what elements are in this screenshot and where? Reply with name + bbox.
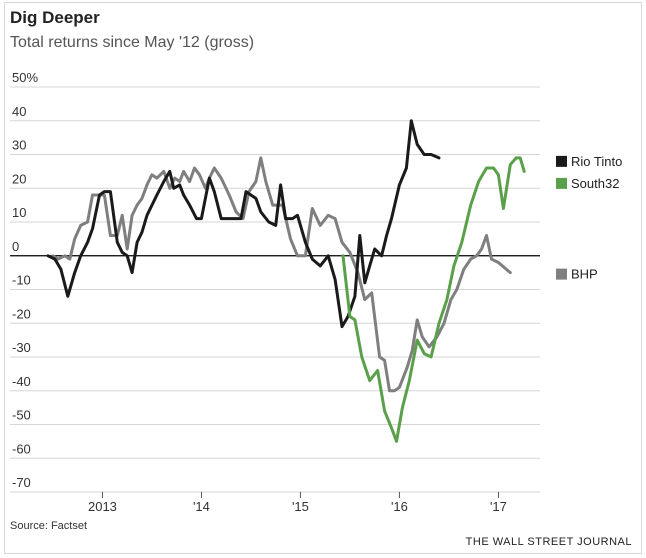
chart-frame [4, 2, 642, 554]
y-tick-label: 30 [12, 138, 26, 153]
x-tick-label: '16 [391, 499, 408, 514]
series-line-bhp [51, 156, 512, 393]
x-tick-label: '14 [193, 499, 210, 514]
series-lines [46, 119, 526, 443]
x-tick-label: '15 [292, 499, 309, 514]
series-line-rio-tinto [46, 119, 441, 329]
y-tick-label: -60 [12, 441, 31, 456]
y-tick-label: 40 [12, 104, 26, 119]
y-tick-label: 20 [12, 171, 26, 186]
chart-subtitle: Total returns since May '12 (gross) [10, 34, 255, 51]
y-tick-label: 10 [12, 205, 26, 220]
legend-swatch-rio-tinto [556, 155, 567, 167]
y-tick-label: -70 [12, 475, 31, 490]
series-line-south32 [341, 156, 526, 443]
legend-swatch-south32 [556, 177, 567, 189]
y-tick-label: -30 [12, 340, 31, 355]
publisher-credit: THE WALL STREET JOURNAL [465, 536, 632, 548]
x-tick-label: 2013 [88, 499, 117, 514]
y-tick-label: -40 [12, 374, 31, 389]
y-tick-label: -10 [12, 273, 31, 288]
y-tick-label: 0 [12, 239, 19, 254]
chart-title: Dig Deeper [10, 8, 100, 27]
y-axis-tick-labels: 50% 40 30 20 10 0 -10 -20 -30 -40 -50 -60 -70 [12, 70, 38, 490]
y-tick-label: 50% [12, 70, 38, 85]
legend-label-bhp: BHP [571, 267, 598, 282]
legend-label-south32: South32 [571, 176, 619, 191]
x-axis-ticks: 2013 '14 '15 '16 '17 [88, 492, 507, 514]
source-note: Source: Factset [10, 520, 88, 532]
legend-label-rio-tinto: Rio Tinto [571, 154, 622, 169]
y-tick-label: -20 [12, 306, 31, 321]
legend-swatch-bhp [556, 268, 567, 280]
legend: Rio Tinto South32 BHP [556, 154, 622, 282]
y-tick-label: -50 [12, 408, 31, 423]
gridlines [10, 86, 540, 493]
x-tick-label: '17 [490, 499, 507, 514]
